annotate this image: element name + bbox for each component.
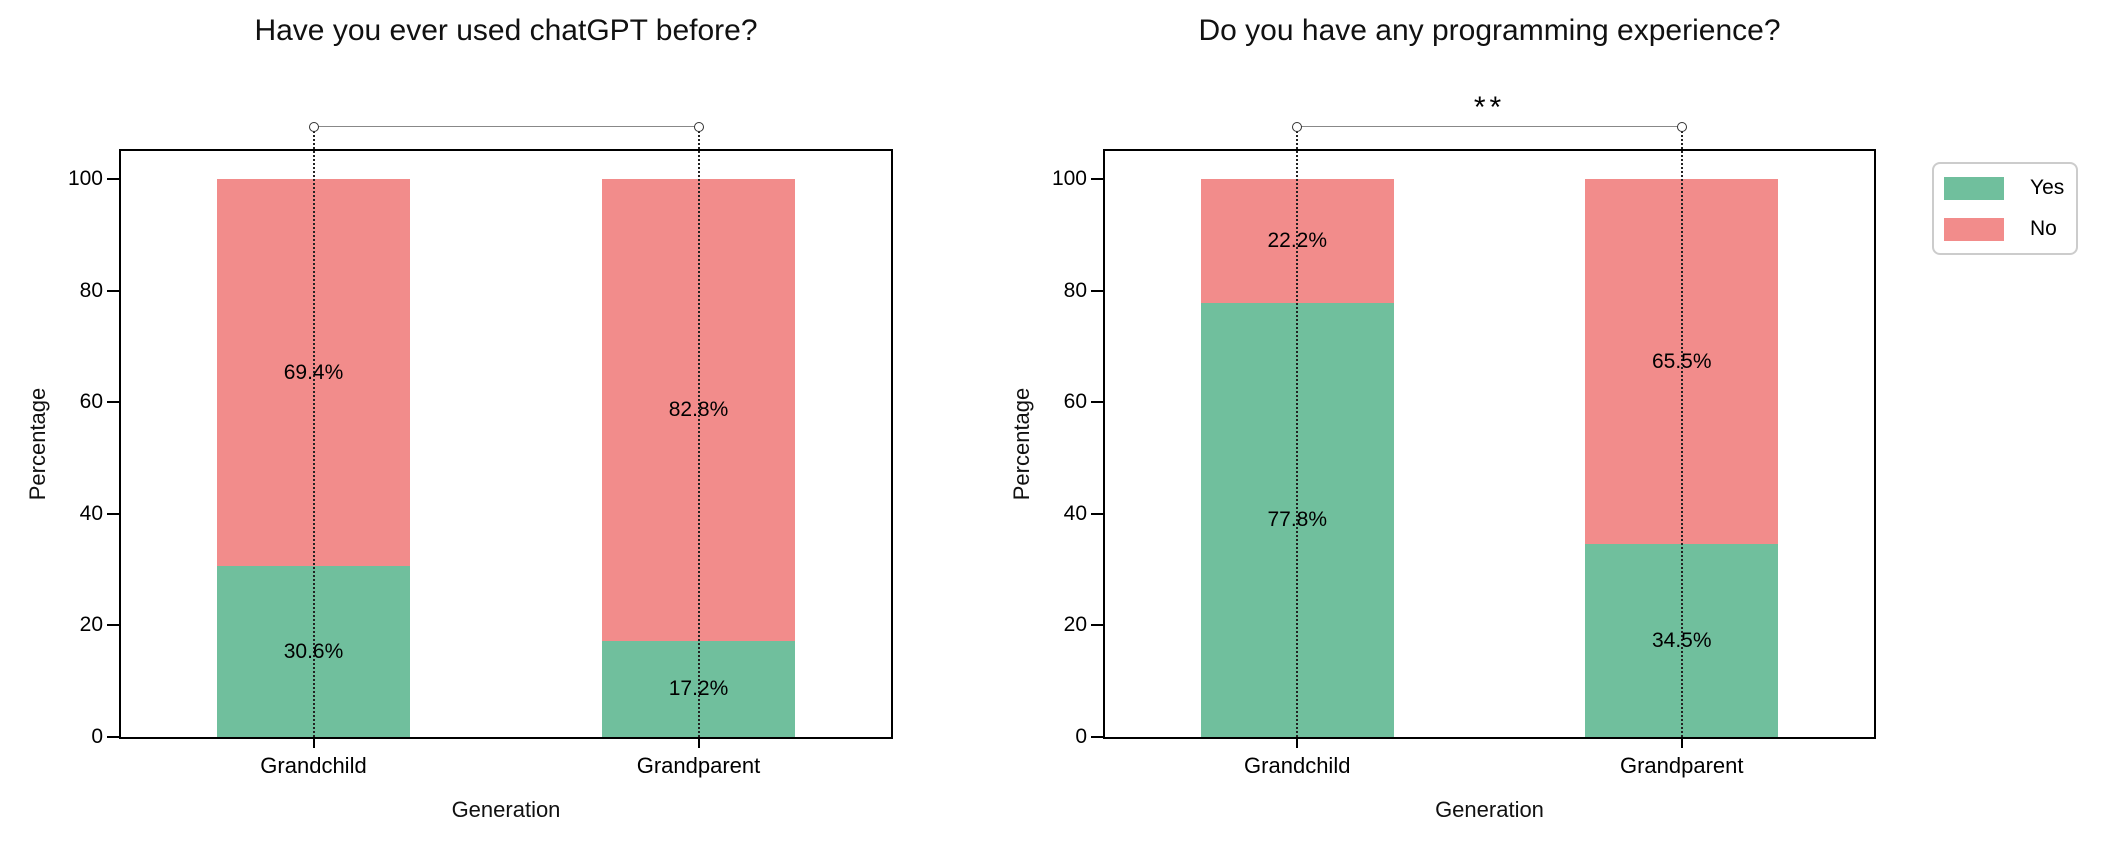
y-tick-mark: [107, 177, 119, 180]
x-axis-label: Generation: [1435, 797, 1544, 822]
legend-swatch-no-icon: [1944, 217, 2004, 241]
x-tick-label: Grandparent: [636, 753, 761, 778]
y-tick-mark: [107, 624, 119, 627]
bar-value-label: 82.8%: [668, 397, 729, 421]
y-tick-label: 40: [79, 501, 103, 525]
bracket-endpoint-circle-icon: [1292, 122, 1303, 132]
legend: Yes No: [1932, 162, 2078, 255]
y-tick-mark: [1091, 289, 1103, 292]
y-tick-mark: [1091, 512, 1103, 515]
y-tick-mark: [1091, 401, 1103, 404]
bracket-endpoint-circle-icon: [1676, 122, 1687, 132]
x-tick-label: Grandchild: [1244, 753, 1351, 778]
y-tick-label: 20: [1063, 613, 1087, 637]
y-tick-mark: [1091, 624, 1103, 627]
y-tick-label: 20: [79, 613, 103, 637]
guide-dotted-line: [697, 127, 700, 737]
bar-value-label: 22.2%: [1267, 228, 1328, 252]
legend-entry-yes: Yes: [1944, 176, 2066, 200]
legend-entry-no: No: [1944, 217, 2066, 241]
y-tick-mark: [107, 401, 119, 404]
y-tick-label: 60: [1063, 390, 1087, 414]
x-tick-mark: [1296, 739, 1299, 748]
guide-dotted-line: [1296, 127, 1299, 737]
guide-dotted-line: [1680, 127, 1683, 737]
guide-dotted-line: [312, 127, 315, 737]
bracket-endpoint-circle-icon: [693, 122, 704, 132]
bar-value-label: 30.6%: [283, 639, 344, 663]
y-tick-label: 0: [1075, 725, 1087, 748]
x-axis-label: Generation: [451, 797, 561, 822]
y-tick-mark: [1091, 177, 1103, 180]
bar-value-label: 69.4%: [283, 360, 344, 384]
y-tick-label: 100: [67, 166, 103, 190]
y-tick-mark: [107, 736, 119, 738]
bracket-endpoint-circle-icon: [308, 122, 319, 132]
bar-value-label: 17.2%: [668, 677, 729, 700]
y-tick-mark: [1091, 736, 1103, 738]
y-tick-label: 80: [1063, 278, 1087, 302]
significance-stars: **: [1473, 91, 1506, 124]
y-tick-label: 80: [79, 278, 103, 302]
legend-label-no: No: [2030, 217, 2057, 240]
x-tick-mark: [1680, 739, 1683, 748]
bar-value-label: 34.5%: [1651, 628, 1712, 652]
x-tick-label: Grandparent: [1619, 753, 1744, 778]
y-tick-mark: [107, 512, 119, 515]
y-tick-label: 40: [1063, 501, 1087, 525]
chart-title: Do you have any programming experience?: [1198, 14, 1781, 47]
y-tick-label: 60: [79, 390, 103, 414]
chart-title: Have you ever used chatGPT before?: [254, 14, 758, 47]
legend-swatch-yes-icon: [1944, 176, 2004, 200]
y-tick-label: 0: [91, 725, 103, 748]
y-tick-mark: [107, 289, 119, 292]
subplot-left-axes: Have you ever used chatGPT before? Perce…: [25, 14, 893, 822]
x-tick-label: Grandchild: [260, 753, 367, 778]
bar-value-label: 65.5%: [1651, 349, 1712, 373]
legend-label-yes: Yes: [2030, 176, 2065, 199]
subplot-right-axes: Do you have any programming experience? …: [1009, 14, 1876, 822]
bar-value-label: 77.8%: [1267, 507, 1328, 531]
y-tick-label: 100: [1051, 166, 1087, 190]
significance-bracket: [1297, 126, 1682, 127]
x-tick-mark: [312, 739, 315, 748]
x-tick-mark: [697, 739, 700, 748]
significance-bracket: [313, 126, 699, 127]
